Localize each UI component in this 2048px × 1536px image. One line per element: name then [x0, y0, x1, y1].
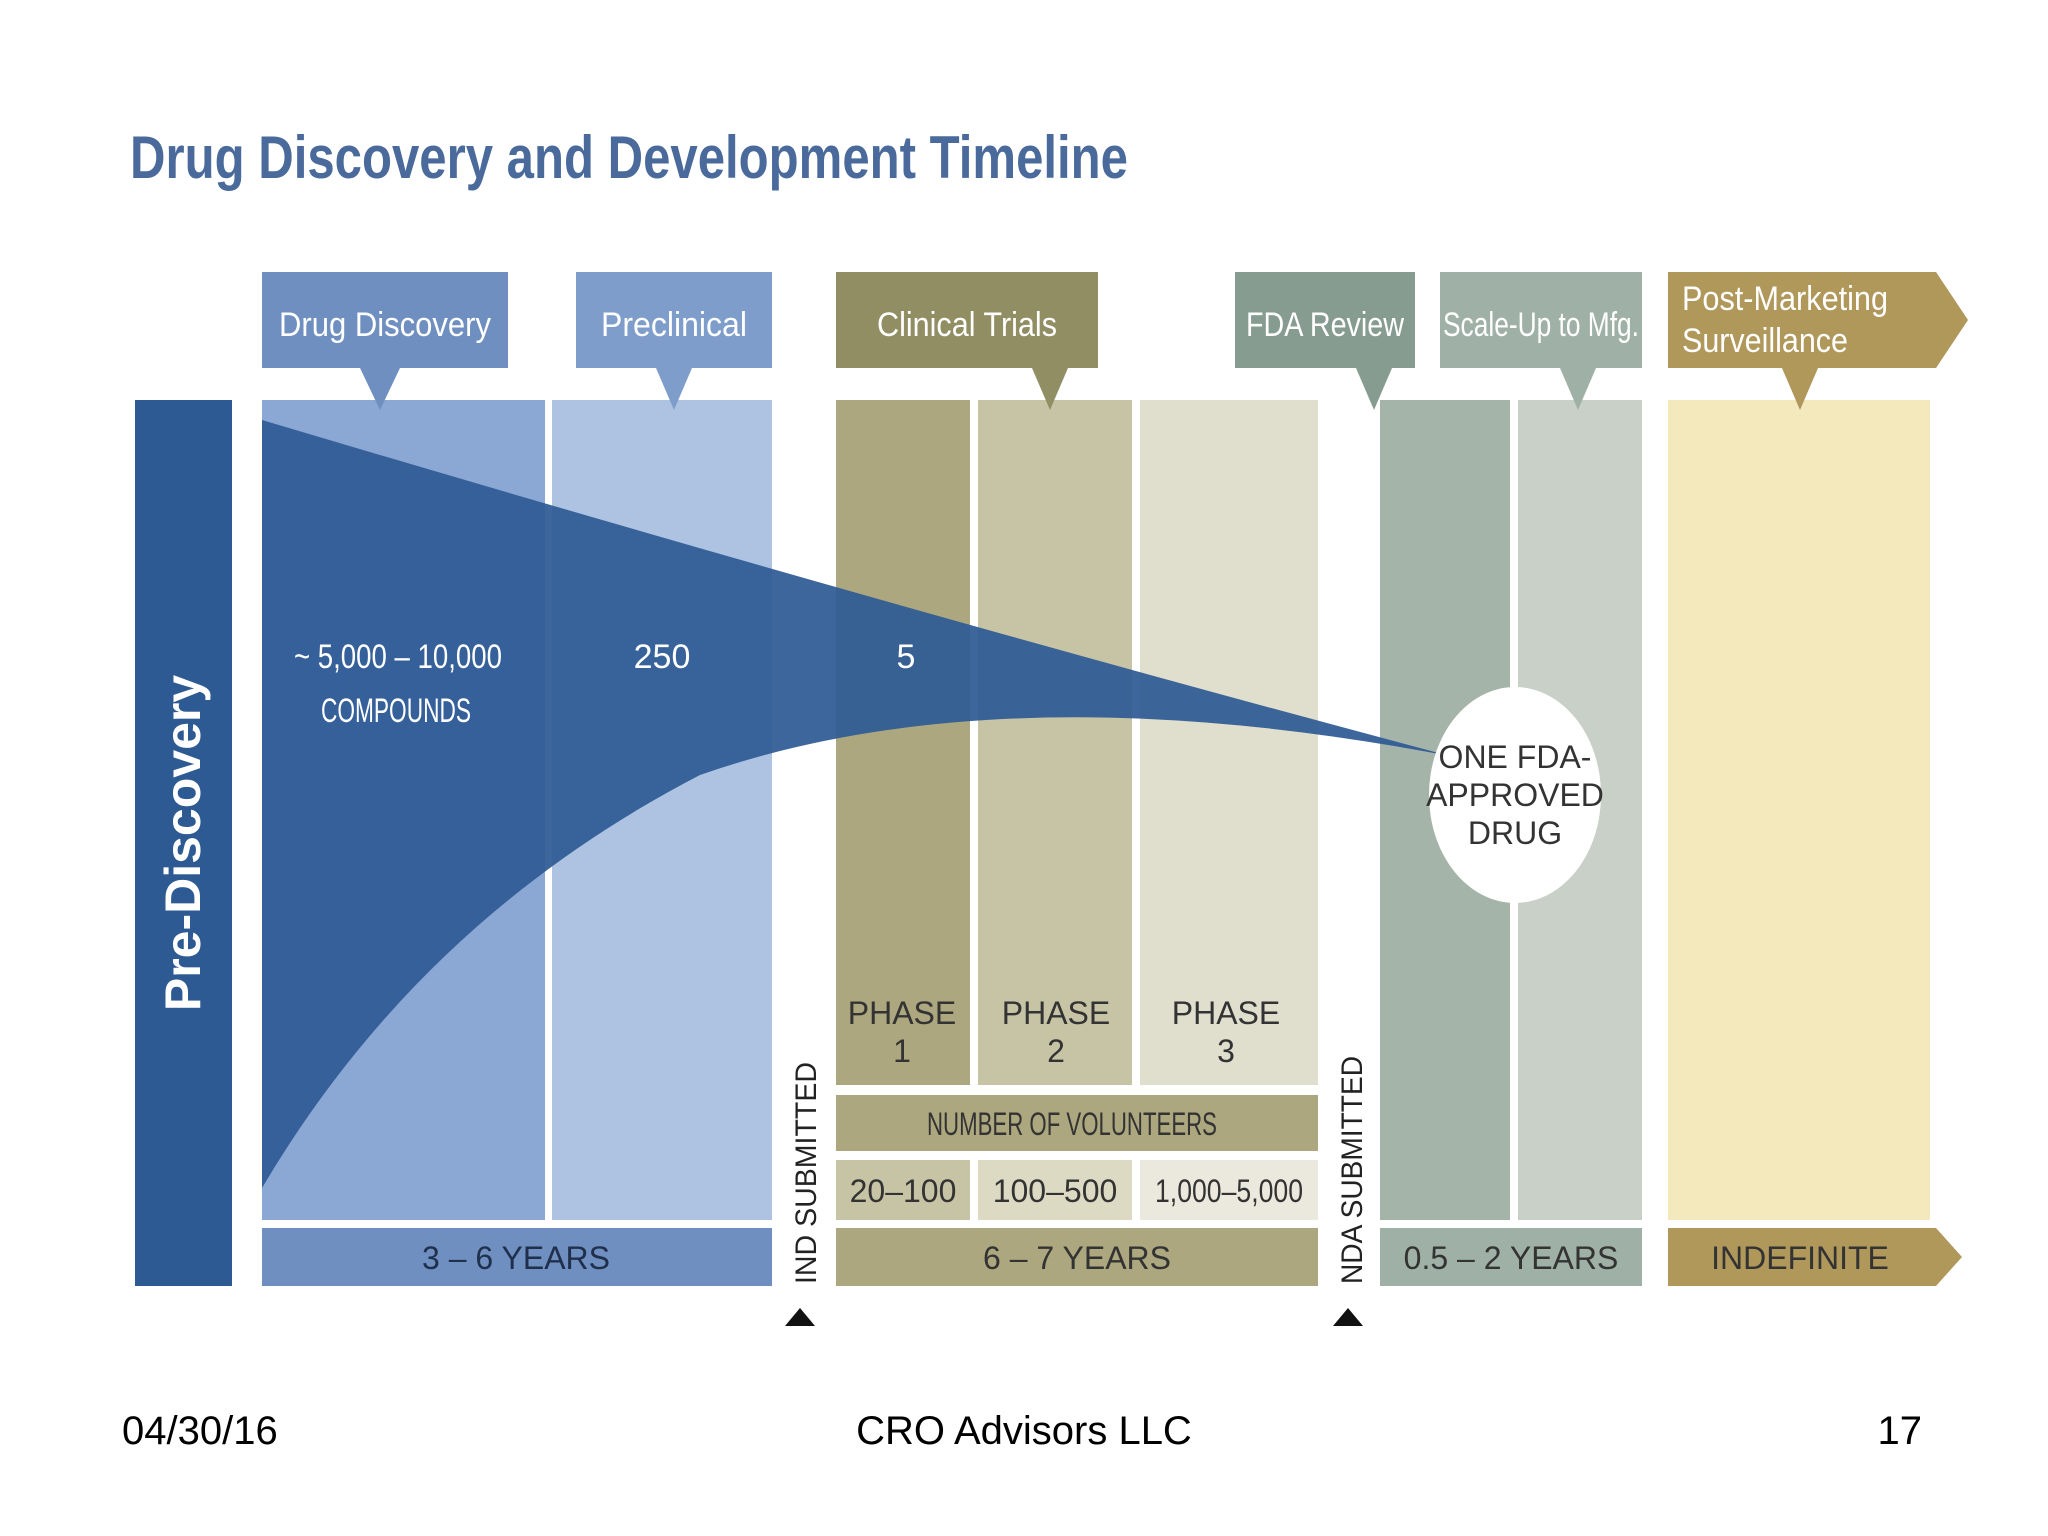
phase1-volunteers: 20–100: [850, 1173, 957, 1209]
ind-submitted-label: IND SUBMITTED: [790, 1062, 823, 1284]
phase1-label: PHASE: [848, 995, 956, 1031]
scale-up-label: Scale-Up to Mfg.: [1443, 306, 1639, 344]
slide-title: Drug Discovery and Development Timeline: [130, 124, 1128, 191]
tab-post-marketing: Post-Marketing Surveillance: [1668, 272, 1968, 410]
duration-bar-clinical: [836, 1228, 1318, 1286]
clinical-trials-label: Clinical Trials: [877, 306, 1057, 344]
duration-clinical: 6 – 7 YEARS: [983, 1240, 1171, 1276]
drug-discovery-label: Drug Discovery: [279, 306, 491, 344]
ind-arrow-icon: [785, 1308, 815, 1326]
post-marketing-column: [1668, 400, 1930, 1220]
discovery-compounds-label: COMPOUNDS: [321, 692, 471, 730]
footer-date: 04/30/16: [122, 1409, 278, 1453]
tab-drug-discovery: Drug Discovery: [262, 272, 508, 410]
tab-scale-up: Scale-Up to Mfg.: [1440, 272, 1642, 410]
tab-preclinical: Preclinical: [576, 272, 772, 410]
clinical-compounds-count: 5: [897, 638, 916, 676]
post-marketing-label-line1: Post-Marketing: [1682, 280, 1888, 318]
volunteers-header-bar: [836, 1095, 1318, 1151]
nda-submitted-label: NDA SUBMITTED: [1336, 1056, 1369, 1284]
duration-review: 0.5 – 2 YEARS: [1404, 1240, 1619, 1276]
phase3-label: PHASE: [1172, 995, 1280, 1031]
volunteers-header: NUMBER OF VOLUNTEERS: [927, 1106, 1217, 1142]
duration-bar-post-marketing: [1668, 1228, 1962, 1286]
phase3-column: [1140, 400, 1318, 1085]
phase1-volunteers-cell: [836, 1160, 970, 1220]
footer-company: CRO Advisors LLC: [856, 1409, 1192, 1453]
compound-funnel: [262, 420, 1450, 1188]
nda-arrow-icon: [1333, 1308, 1363, 1326]
approved-drug-line3: DRUG: [1468, 815, 1562, 851]
phase2-volunteers-cell: [978, 1160, 1132, 1220]
phase1-number: 1: [893, 1033, 911, 1069]
duration-post-marketing: INDEFINITE: [1711, 1240, 1889, 1276]
preclinical-label: Preclinical: [601, 306, 747, 344]
phase3-volunteers: 1,000–5,000: [1155, 1173, 1303, 1209]
duration-discovery: 3 – 6 YEARS: [422, 1240, 610, 1276]
phase2-label: PHASE: [1002, 995, 1110, 1031]
phase2-column: [978, 400, 1132, 1085]
footer-page-number: 17: [1878, 1409, 1923, 1453]
post-marketing-label-line2: Surveillance: [1682, 322, 1848, 360]
pre-discovery-label: Pre-Discovery: [155, 675, 211, 1011]
approved-drug-oval: [1429, 687, 1601, 903]
phase3-volunteers-cell: [1140, 1160, 1318, 1220]
approved-drug-line2: APPROVED: [1426, 777, 1604, 813]
tab-fda-review: FDA Review: [1235, 272, 1415, 410]
discovery-compounds-count: ~ 5,000 – 10,000: [294, 638, 502, 676]
pre-discovery-bar: [135, 400, 232, 1286]
phase1-column: [836, 400, 970, 1085]
approved-drug-line1: ONE FDA-: [1439, 739, 1592, 775]
preclinical-compounds-count: 250: [634, 638, 691, 676]
duration-bar-discovery: [262, 1228, 772, 1286]
phase2-volunteers: 100–500: [993, 1173, 1118, 1209]
tab-clinical-trials: Clinical Trials: [836, 272, 1098, 410]
phase3-number: 3: [1217, 1033, 1235, 1069]
phase2-number: 2: [1047, 1033, 1065, 1069]
duration-bar-review: [1380, 1228, 1642, 1286]
fda-review-label: FDA Review: [1246, 306, 1404, 344]
